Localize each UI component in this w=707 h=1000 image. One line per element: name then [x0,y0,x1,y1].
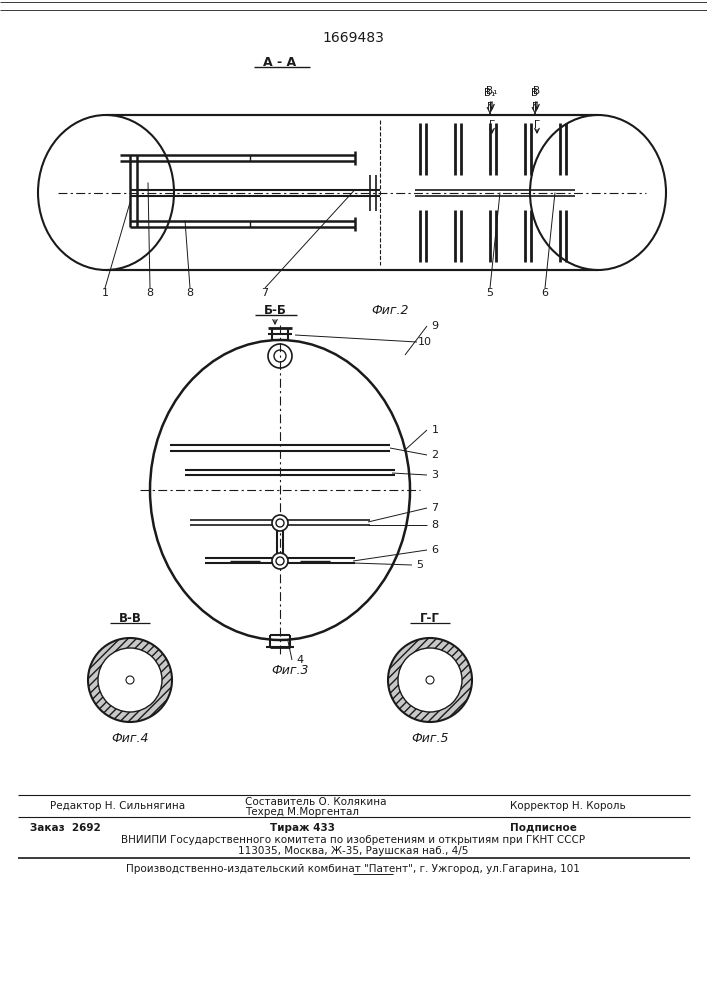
Text: 113035, Москва, Ж-35, Раушская наб., 4/5: 113035, Москва, Ж-35, Раушская наб., 4/5 [238,846,468,856]
Circle shape [126,676,134,684]
Text: Г-Г: Г-Г [420,611,440,624]
Text: 8: 8 [146,288,153,298]
Text: Фиг.4: Фиг.4 [111,732,148,744]
Text: Техред М.Моргентал: Техред М.Моргентал [245,807,359,817]
Circle shape [276,557,284,565]
Text: Г: Г [532,102,538,112]
Text: А - А: А - А [264,55,296,68]
Text: Редактор Н. Сильнягина: Редактор Н. Сильнягина [50,801,185,811]
Text: Фиг.5: Фиг.5 [411,732,449,744]
Text: 3: 3 [431,470,438,480]
Text: 8: 8 [431,520,438,530]
Text: Г: Г [487,102,493,112]
Ellipse shape [38,115,174,270]
Circle shape [426,676,434,684]
Text: В₁: В₁ [486,86,498,96]
Text: 8: 8 [187,288,194,298]
Text: 1: 1 [431,425,438,435]
Circle shape [272,553,288,569]
Text: 6: 6 [542,288,549,298]
Text: 2: 2 [431,450,438,460]
Text: 5: 5 [416,560,423,570]
Text: Производственно-издательский комбинат "Патент", г. Ужгород, ул.Гагарина, 101: Производственно-издательский комбинат "П… [126,864,580,874]
Circle shape [272,515,288,531]
Circle shape [98,648,162,712]
Text: ВНИИПИ Государственного комитета по изобретениям и открытиям при ГКНТ СССР: ВНИИПИ Государственного комитета по изоб… [121,835,585,845]
Text: 7: 7 [262,288,269,298]
Text: Заказ  2692: Заказ 2692 [30,823,101,833]
Circle shape [88,638,172,722]
Text: В: В [532,88,539,98]
Circle shape [388,638,472,722]
Text: Тираж 433: Тираж 433 [270,823,335,833]
Text: Составитель О. Колякина: Составитель О. Колякина [245,797,387,807]
Text: 6: 6 [431,545,438,555]
Text: 1669483: 1669483 [322,31,384,45]
Text: Г: Г [534,120,540,130]
Text: 7: 7 [431,503,438,513]
Text: Фиг.2: Фиг.2 [371,304,409,316]
Ellipse shape [530,115,666,270]
Text: 4: 4 [296,655,303,665]
Text: Г: Г [489,120,495,130]
Text: 10: 10 [418,337,432,347]
Text: 5: 5 [486,288,493,298]
Text: В₁: В₁ [484,88,496,98]
Text: 1: 1 [102,288,108,298]
Text: Подписное: Подписное [510,823,577,833]
Circle shape [398,648,462,712]
Text: Фиг.3: Фиг.3 [271,664,309,676]
Text: 9: 9 [431,321,438,331]
Text: В: В [534,86,541,96]
Circle shape [276,519,284,527]
Text: В-В: В-В [119,611,141,624]
Text: Б-Б: Б-Б [264,304,286,316]
Bar [106,116,598,269]
Text: Корректор Н. Король: Корректор Н. Король [510,801,626,811]
